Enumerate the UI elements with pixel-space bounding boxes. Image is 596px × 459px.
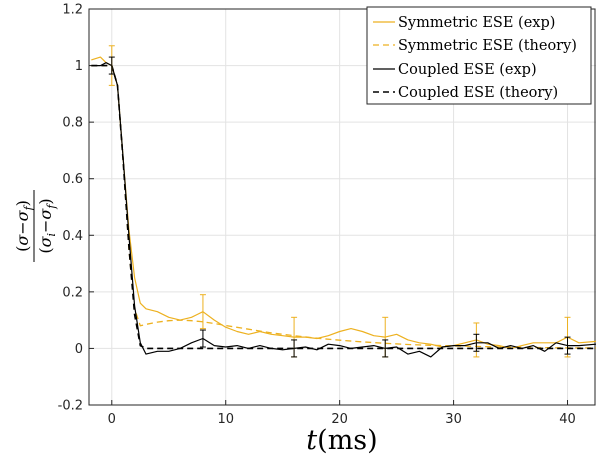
error-bars <box>108 45 571 358</box>
legend-label-coupled-exp: Coupled ESE (exp) <box>398 62 537 78</box>
y-tick-label: 1 <box>75 59 83 74</box>
y-tick-label: 0.4 <box>62 229 83 244</box>
y-tick-label: 0.6 <box>62 172 83 187</box>
y-tick-label: 0 <box>75 342 83 357</box>
legend: Symmetric ESE (exp) Symmetric ESE (theor… <box>366 6 592 105</box>
series-line-3 <box>91 64 596 350</box>
x-tick-label: 40 <box>559 412 576 427</box>
legend-label-symmetric-theory: Symmetric ESE (theory) <box>398 38 577 54</box>
x-tick-label: 20 <box>331 412 348 427</box>
series-line-1 <box>91 64 596 349</box>
series-line-2 <box>91 62 596 358</box>
legend-label-symmetric-exp: Symmetric ESE (exp) <box>398 15 555 31</box>
svg-text:(σ−σf): (σ−σf) <box>13 200 35 252</box>
y-tick-label: 0.8 <box>62 116 83 131</box>
axis-ticks: 0 10 20 30 40 -0.2 0 0.2 0.4 0.6 0.8 1 1.2 <box>58 3 576 428</box>
x-tick-label: 30 <box>445 412 462 427</box>
y-tick-label: 0.2 <box>62 285 83 300</box>
x-tick-label: 0 <box>108 412 116 427</box>
x-tick-label: 10 <box>217 412 234 427</box>
y-axis-label: (σ−σf) (σi−σf) <box>13 190 58 262</box>
plot-frame <box>88 8 596 406</box>
y-tick-label: 1.2 <box>62 3 83 18</box>
y-tick-label: -0.2 <box>58 399 83 414</box>
legend-box <box>366 6 592 105</box>
legend-label-coupled-theory: Coupled ESE (theory) <box>398 85 558 101</box>
x-axis-label: t(ms) <box>306 425 377 456</box>
svg-text:(σi−σf): (σi−σf) <box>36 198 58 253</box>
